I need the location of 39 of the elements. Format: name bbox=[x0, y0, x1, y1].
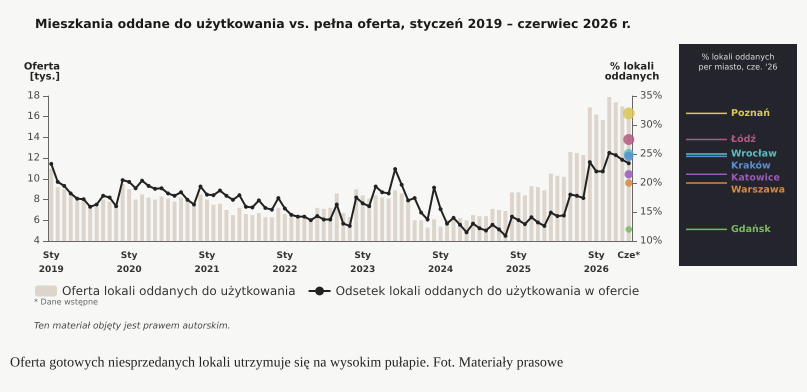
text: Oferta gotowych niesprzedanych lokali utrzymuje się na wysokim pułapie. Fot. Materiały prasowe bbox=[10, 356, 564, 370]
y2-axis-title: % lokali oddanych bbox=[604, 62, 660, 82]
y-tick-label: 16 bbox=[27, 111, 40, 122]
legend-title: % lokali oddanych per miasto, cze. '26 bbox=[698, 52, 778, 72]
text: * Dane wstępne bbox=[34, 298, 98, 306]
legend-label: Odsetek lokali oddanych do użytkowania w ofercie bbox=[336, 284, 640, 298]
x-tick-label: Sty 2023 bbox=[350, 251, 376, 275]
x-tick-label: Sty 2019 bbox=[38, 251, 64, 275]
x-tick-label: Sty 2026 bbox=[584, 251, 609, 275]
text: Kraków bbox=[731, 160, 772, 172]
legend-label: Oferta lokali oddanych do użytkowania bbox=[62, 284, 296, 298]
legend-label: Łódź bbox=[730, 134, 756, 145]
legend-label: Wrocław bbox=[731, 148, 778, 160]
y2-tick-label: 25% bbox=[640, 148, 662, 160]
x-tick-label: Cze* bbox=[617, 251, 640, 261]
text: Ten materiał objęty jest prawem autorskim. bbox=[34, 322, 231, 332]
text: Warszawa bbox=[731, 184, 786, 196]
x-tick-label: Sty 2022 bbox=[272, 251, 298, 275]
legend-label: Gdańsk bbox=[731, 224, 772, 235]
y-tick-label: 8 bbox=[34, 194, 40, 206]
y-tick-label: 12 bbox=[27, 152, 40, 164]
x-tick-label: Sty 2025 bbox=[506, 251, 531, 275]
legend-label: Poznań bbox=[731, 108, 770, 119]
y-tick-label: 4 bbox=[34, 236, 40, 246]
x-tick-label: Sty 2024 bbox=[428, 251, 454, 275]
y2-tick-label: 30% bbox=[640, 120, 662, 130]
x-tick-label: Sty 2020 bbox=[116, 251, 142, 275]
y2-tick-label: 15% bbox=[640, 206, 662, 218]
y2-tick-label: 20% bbox=[640, 178, 662, 188]
y-tick-label: 10 bbox=[27, 173, 40, 184]
x-tick-label: Sty 2021 bbox=[194, 251, 220, 275]
y-tick-label: 6 bbox=[34, 214, 40, 226]
legend-label: Katowice bbox=[731, 172, 780, 184]
chart-title: Mieszkania oddane do użytkowania vs. pełna oferta, styczeń 2019 – czerwiec 2026 r. bbox=[35, 16, 631, 31]
y2-tick-label: 35% bbox=[640, 90, 662, 102]
y-tick-label: 14 bbox=[27, 132, 40, 143]
y-tick-label: 18 bbox=[27, 90, 40, 102]
y-axis-title: Oferta [tys.] bbox=[24, 62, 60, 82]
y2-tick-label: 10% bbox=[640, 236, 662, 246]
